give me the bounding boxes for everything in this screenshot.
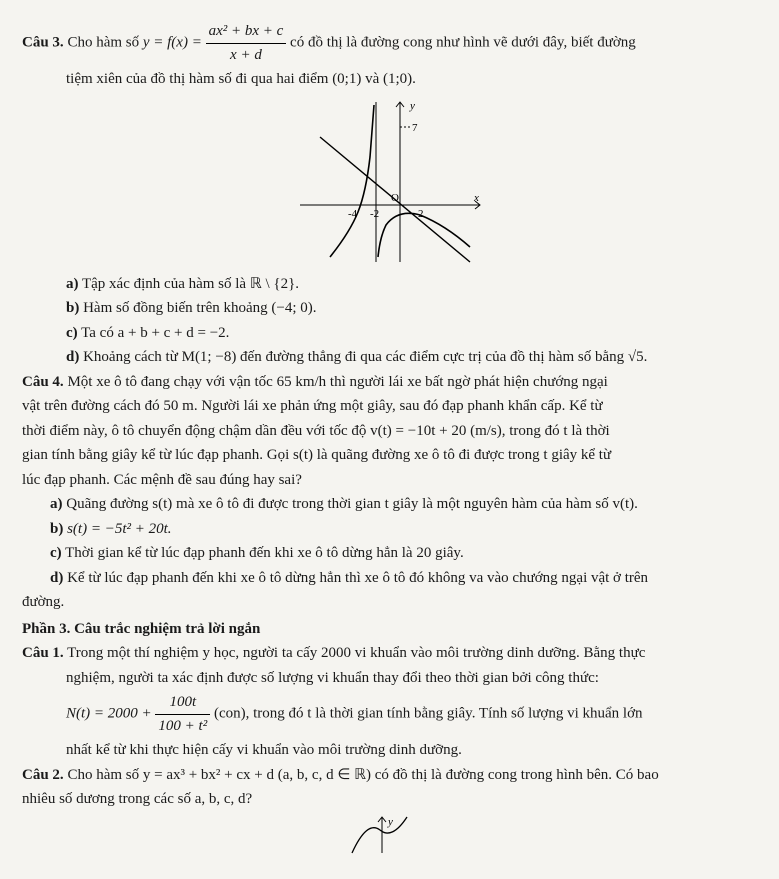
p3c2-line1: Câu 2. Cho hàm số y = ax³ + bx² + cx + d… bbox=[22, 764, 757, 787]
cau4-opt-b: b) s(t) = −5t² + 20t. bbox=[22, 518, 757, 541]
p3c2-label: Câu 2. bbox=[22, 767, 64, 783]
cau3-stem: Câu 3. Cho hàm số y = f(x) = ax² + bx + … bbox=[22, 20, 757, 66]
cau3-opt-d-val: √5 bbox=[628, 349, 644, 365]
p3c1-line1-text: Trong một thí nghiệm y học, người ta cấy… bbox=[67, 645, 645, 661]
cau3-text-pre: Cho hàm số bbox=[67, 34, 142, 50]
graph-x-label: x bbox=[473, 192, 479, 204]
cau3-opt-b-text: Hàm số đồng biến trên khoảng (−4; 0). bbox=[83, 300, 316, 316]
cau4-line4: gian tính bằng giây kể từ lúc đạp phanh.… bbox=[22, 444, 757, 467]
cau4-opt-a: a) Quãng đường s(t) mà xe ô tô đi được t… bbox=[22, 493, 757, 516]
p3c2-line2: nhiêu số dương trong các số a, b, c, d? bbox=[22, 788, 757, 811]
p3c1-denom: 100 + t² bbox=[155, 715, 210, 738]
cau3-opt-d-pre: Khoảng cách từ M(1; −8) đến đường thẳng … bbox=[83, 349, 628, 365]
graph-y-tick-7: 7 bbox=[412, 122, 418, 134]
cau3-opt-d: d) Khoảng cách từ M(1; −8) đến đường thẳ… bbox=[22, 346, 757, 369]
cau3-opt-a: a) Tập xác định của hàm số là ℝ \ {2}. bbox=[22, 273, 757, 296]
opt-a-label2: a) bbox=[50, 496, 63, 512]
opt-d-label2: d) bbox=[50, 570, 63, 586]
cau4-opt-d-text: Kể từ lúc đạp phanh đến khi xe ô tô dừng… bbox=[67, 570, 648, 586]
graph-x-tick-2: 2 bbox=[418, 208, 424, 220]
p3c1-label: Câu 1. bbox=[22, 645, 64, 661]
cau3-opt-c-text: Ta có a + b + c + d = −2. bbox=[81, 325, 229, 341]
opt-c-label: c) bbox=[66, 325, 78, 341]
svg-text:y: y bbox=[387, 816, 393, 828]
cau3-opt-d-post: . bbox=[644, 349, 648, 365]
cau4-line1-text: Một xe ô tô đang chạy với vận tốc 65 km/… bbox=[67, 374, 607, 390]
svg-text:O: O bbox=[391, 192, 399, 204]
cau4-opt-b-text: s(t) = −5t² + 20t. bbox=[67, 521, 171, 537]
p3c1-formula: N(t) = 2000 + 100t 100 + t² (con), trong… bbox=[22, 691, 757, 737]
opt-a-label: a) bbox=[66, 276, 79, 292]
graph-y-label: y bbox=[409, 100, 415, 112]
cau3-line2: tiệm xiên của đồ thị hàm số đi qua hai đ… bbox=[22, 68, 757, 91]
cau4-line5: lúc đạp phanh. Các mệnh đề sau đúng hay … bbox=[22, 469, 757, 492]
cau3-opt-b: b) Hàm số đồng biến trên khoảng (−4; 0). bbox=[22, 297, 757, 320]
cau3-denom: x + d bbox=[206, 44, 287, 67]
opt-b-label2: b) bbox=[50, 521, 63, 537]
cau4-line3: thời điểm này, ô tô chuyển động chậm dần… bbox=[22, 420, 757, 443]
p3c1-numer: 100t bbox=[155, 691, 210, 715]
cau4-label: Câu 4. bbox=[22, 374, 64, 390]
p3c1-formula-rhs: (con), trong đó t là thời gian tính bằng… bbox=[214, 705, 643, 721]
graph-x-tick-neg4: -4 bbox=[348, 208, 358, 220]
p3c1-formula-lhs: N(t) = 2000 + bbox=[66, 705, 155, 721]
cau3-opt-c: c) Ta có a + b + c + d = −2. bbox=[22, 322, 757, 345]
cau3-numer: ax² + bx + c bbox=[206, 20, 287, 44]
phan3-title: Phần 3. Câu trắc nghiệm trả lời ngắn bbox=[22, 618, 757, 641]
p3c1-line1: Câu 1. Trong một thí nghiệm y học, người… bbox=[22, 642, 757, 665]
cau4-opt-d: d) Kể từ lúc đạp phanh đến khi xe ô tô d… bbox=[22, 567, 757, 590]
p3c2-line1-text: Cho hàm số y = ax³ + bx² + cx + d (a, b,… bbox=[67, 767, 658, 783]
cau4-line1: Câu 4. Một xe ô tô đang chạy với vận tốc… bbox=[22, 371, 757, 394]
cau3-text-post: có đồ thị là đường cong như hình vẽ dưới… bbox=[290, 34, 636, 50]
opt-b-label: b) bbox=[66, 300, 79, 316]
opt-c-label2: c) bbox=[50, 545, 62, 561]
cau4-line2: vật trên đường cách đó 50 m. Người lái x… bbox=[22, 395, 757, 418]
cau3-func: y = f(x) = ax² + bx + c x + d bbox=[143, 20, 286, 66]
cau3-label: Câu 3. bbox=[22, 34, 64, 50]
cau3-func-lhs: y = f(x) = bbox=[143, 34, 206, 50]
cau4-opt-a-text: Quãng đường s(t) mà xe ô tô đi được tron… bbox=[66, 496, 638, 512]
opt-d-label: d) bbox=[66, 349, 79, 365]
graph-x-tick-neg2: -2 bbox=[370, 208, 379, 220]
p3c2-graph: y bbox=[322, 815, 442, 855]
cau4-opt-c-text: Thời gian kể từ lúc đạp phanh đến khi xe… bbox=[65, 545, 464, 561]
cau3-opt-a-text: Tập xác định của hàm số là ℝ \ {2}. bbox=[82, 276, 299, 292]
cau4-opt-d-line2: đường. bbox=[22, 591, 757, 614]
p3c1-line2: nghiệm, người ta xác định được số lượng … bbox=[22, 667, 757, 690]
cau4-opt-c: c) Thời gian kể từ lúc đạp phanh đến khi… bbox=[22, 542, 757, 565]
p3c1-line4: nhất kể từ khi thực hiện cấy vi khuẩn và… bbox=[22, 739, 757, 762]
cau3-graph: y x 7 -4 -2 2 O bbox=[290, 97, 490, 267]
